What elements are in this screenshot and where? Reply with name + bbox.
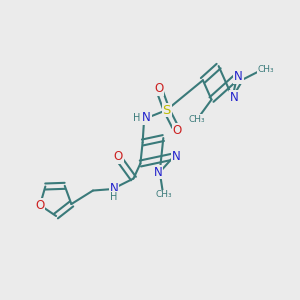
Text: N: N	[142, 111, 151, 124]
Text: H: H	[133, 113, 140, 124]
Text: O: O	[114, 150, 123, 164]
Text: O: O	[173, 124, 182, 137]
Text: S: S	[162, 103, 171, 117]
Text: H: H	[110, 191, 118, 202]
Text: CH₃: CH₃	[188, 115, 205, 124]
Text: O: O	[154, 82, 163, 95]
Text: N: N	[154, 166, 163, 178]
Text: N: N	[110, 182, 118, 195]
Text: CH₃: CH₃	[156, 190, 172, 199]
Text: CH₃: CH₃	[258, 65, 274, 74]
Text: O: O	[35, 199, 45, 212]
Text: N: N	[230, 91, 239, 104]
Text: N: N	[234, 70, 243, 83]
Text: N: N	[172, 150, 181, 163]
